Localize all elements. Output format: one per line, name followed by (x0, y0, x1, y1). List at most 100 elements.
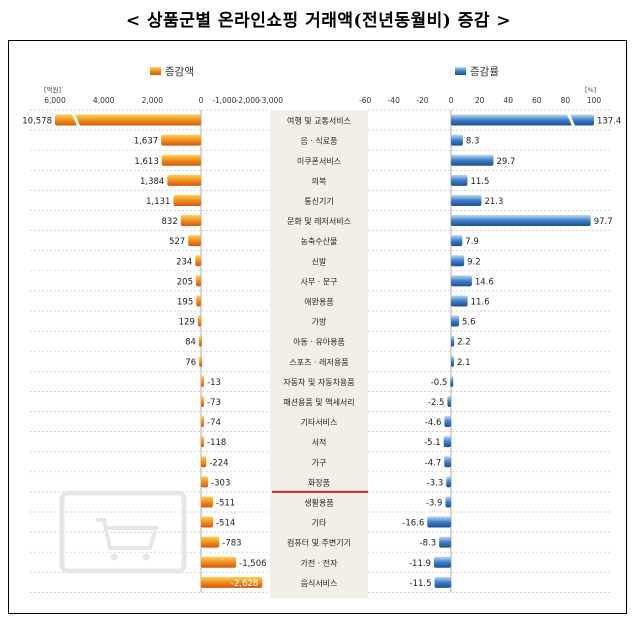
rate-bar (451, 215, 591, 227)
amount-value-label: 527 (169, 237, 185, 247)
amount-value-label: -2,628 (231, 579, 258, 589)
rate-bar (444, 416, 451, 428)
watermark-cart-wheel (142, 553, 150, 561)
rate-bar (439, 536, 451, 548)
category-label: 기타 (312, 519, 327, 528)
amount-value-label: -303 (211, 478, 230, 488)
rate-value-label: 9.2 (467, 257, 481, 267)
rate-value-label: -4.7 (425, 458, 442, 468)
watermark-monitor-icon (59, 490, 187, 574)
watermark-cart-icon (96, 518, 159, 550)
category-band (270, 110, 368, 599)
category-label: 스포츠 · 레저용품 (289, 358, 348, 367)
rate-bar (451, 154, 494, 166)
amount-bar (201, 556, 237, 568)
x-tick-label-amount: 4,000 (93, 96, 115, 105)
chart-title: < 상품군별 온라인쇼핑 거래액(전년동월비) 증감 > (125, 11, 512, 31)
x-tick-label-rate: 80 (561, 96, 571, 105)
amount-bar (201, 536, 220, 548)
rate-value-label: -8.3 (420, 539, 437, 549)
amount-value-label: -783 (222, 539, 241, 549)
category-label: 생활용품 (304, 497, 333, 507)
rate-value-label: 97.7 (594, 217, 613, 227)
rate-bar (450, 375, 454, 387)
rate-value-label: 29.7 (496, 157, 515, 167)
category-label: 농축수산물 (301, 236, 338, 246)
x-tick-label-rate: -60 (359, 96, 371, 105)
amount-value-label: 10,578 (22, 117, 52, 127)
amount-bar (201, 516, 213, 528)
legend-swatch-rate (455, 67, 466, 75)
rate-bar (451, 275, 472, 287)
rate-value-label: 11.6 (471, 297, 490, 307)
rate-value-label: 21.3 (484, 197, 503, 207)
category-label: 여행 및 교통서비스 (287, 116, 351, 126)
amount-bar (201, 576, 263, 588)
rate-value-label: -2.5 (428, 398, 445, 408)
rate-bar (433, 556, 451, 568)
category-label: 가전 · 전자 (300, 558, 338, 568)
amount-value-label: -73 (207, 398, 221, 408)
x-tick-label-rate: 60 (532, 96, 542, 105)
amount-bar (201, 456, 207, 468)
rate-bar (427, 516, 451, 528)
legend-swatch-amount (150, 67, 161, 75)
unit-label-rate: [%] (585, 86, 596, 94)
rate-bar (443, 436, 451, 448)
rate-value-label: 5.6 (462, 318, 476, 328)
category-label: 애완용품 (304, 297, 333, 306)
rate-value-label: 137.4 (597, 117, 621, 127)
x-tick-label-rate: -40 (388, 96, 400, 105)
rate-value-label: 2.2 (457, 338, 471, 348)
x-tick-label-amount: -2,000 (236, 96, 260, 105)
amount-bar (161, 134, 201, 146)
x-tick-label-rate: 20 (475, 96, 485, 105)
rate-value-label: 8.3 (466, 137, 480, 147)
amount-bar (196, 295, 201, 307)
amount-value-label: 129 (179, 318, 195, 328)
x-tick-label-amount: 0 (199, 96, 204, 105)
legend-label-amount: 증감액 (165, 66, 194, 78)
amount-value-label: -511 (216, 498, 235, 508)
rate-bar (451, 295, 468, 307)
category-label: 컴퓨터 및 주변기기 (287, 538, 351, 548)
x-tick-label-amount: 2,000 (142, 96, 164, 105)
rate-bar (451, 355, 455, 367)
category-label: 신발 (312, 256, 327, 266)
rate-bar (451, 194, 482, 206)
amount-bar (196, 275, 201, 287)
rate-value-label: -16.6 (402, 519, 424, 529)
rate-bar (451, 255, 465, 267)
chart-frame (8, 40, 627, 614)
amount-bar (180, 215, 201, 227)
x-tick-label-rate: -20 (416, 96, 428, 105)
rate-value-label: 7.9 (465, 237, 479, 247)
watermark-cart-wheel (110, 553, 118, 561)
amount-value-label: -224 (209, 458, 228, 468)
amount-value-label: 84 (185, 338, 196, 348)
rate-value-label: -5.1 (424, 438, 441, 448)
amount-bar (201, 476, 209, 488)
rate-value-label: 11.5 (470, 177, 489, 187)
category-label: 음 · 식료품 (300, 137, 337, 146)
amount-value-label: 1,384 (140, 177, 164, 187)
axis-break-mark (566, 112, 576, 128)
legend-label-rate: 증감률 (470, 66, 499, 78)
amount-value-label: -74 (207, 418, 221, 428)
amount-value-label: 1,613 (134, 157, 158, 167)
category-label: 기타서비스 (301, 418, 338, 427)
x-tick-label-rate: 100 (587, 96, 602, 105)
category-label: 통신기기 (304, 197, 333, 206)
rate-bar (451, 174, 468, 186)
category-label: 아동 · 유아용품 (293, 337, 345, 347)
amount-bar (198, 335, 202, 347)
category-label: 의복 (312, 176, 327, 186)
category-label: 가방 (312, 317, 327, 327)
amount-bar (201, 436, 204, 448)
amount-bar (55, 114, 201, 126)
rate-bar (451, 235, 463, 247)
category-label: 가구 (312, 458, 327, 467)
amount-value-label: -13 (207, 378, 221, 388)
category-label: 서적 (312, 437, 327, 447)
